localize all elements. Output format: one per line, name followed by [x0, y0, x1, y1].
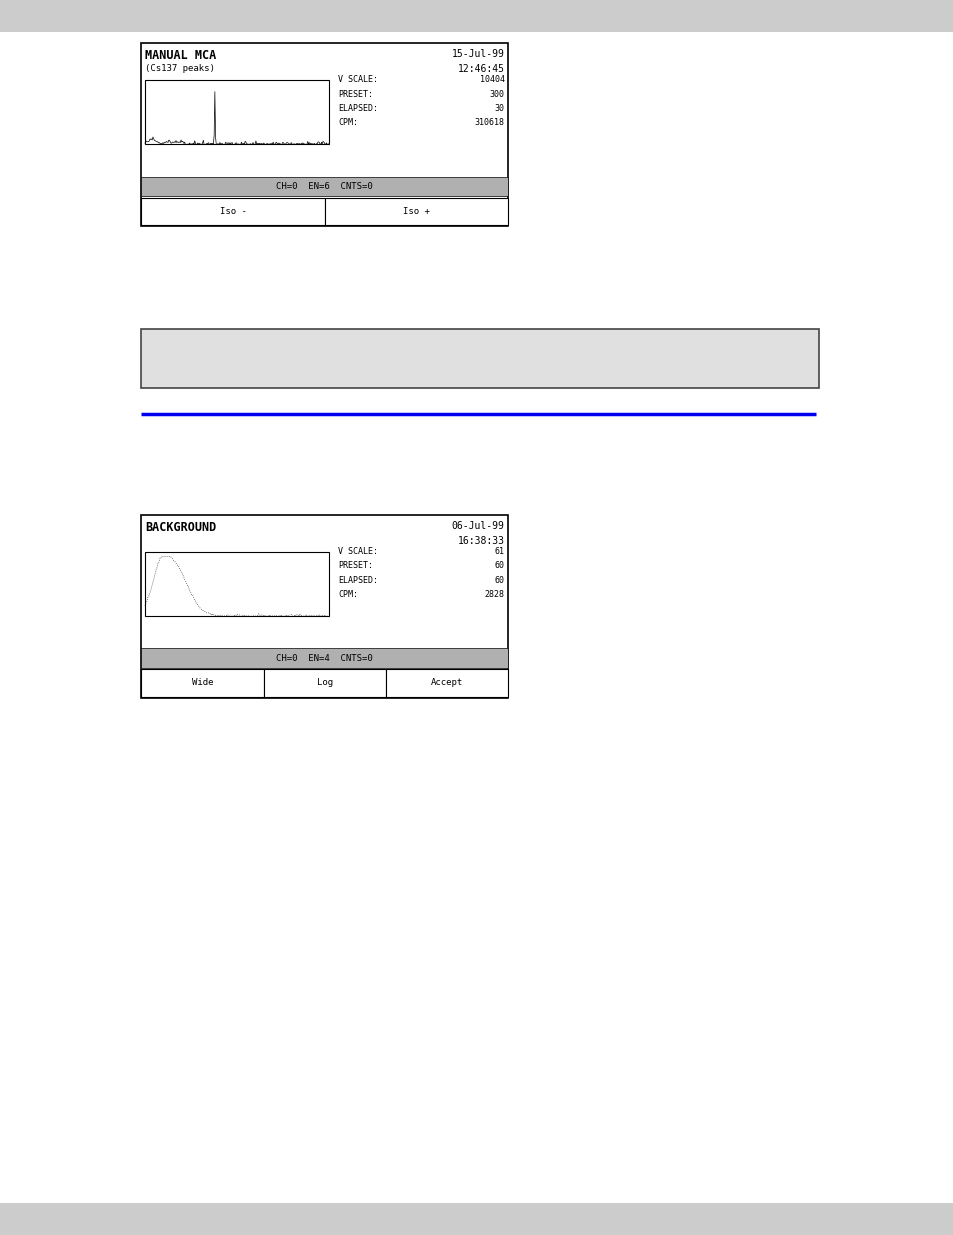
Bar	[145, 552, 328, 616]
Bar	[141, 648, 508, 668]
Bar	[141, 669, 263, 697]
Text: MANUAL MCA: MANUAL MCA	[145, 49, 216, 63]
Text: 12:46:45: 12:46:45	[457, 64, 504, 74]
Text: PRESET:: PRESET:	[337, 561, 373, 571]
Bar	[141, 329, 818, 388]
Text: 60: 60	[495, 561, 504, 571]
Text: ELAPSED:: ELAPSED:	[337, 104, 377, 112]
Text: ELAPSED:: ELAPSED:	[337, 576, 377, 584]
Bar	[141, 198, 324, 225]
Bar	[324, 198, 508, 225]
Text: 60: 60	[495, 576, 504, 584]
Text: 310618: 310618	[475, 119, 504, 127]
Text: Accept: Accept	[431, 678, 463, 688]
Bar	[141, 43, 508, 226]
Text: 300: 300	[489, 90, 504, 99]
Text: Iso -: Iso -	[219, 206, 246, 216]
Text: 10404: 10404	[479, 75, 504, 84]
Text: Iso +: Iso +	[403, 206, 430, 216]
Text: 30: 30	[495, 104, 504, 112]
Text: (Cs137 peaks): (Cs137 peaks)	[145, 64, 214, 73]
Text: 61: 61	[495, 547, 504, 556]
Text: V SCALE:: V SCALE:	[337, 75, 377, 84]
Bar	[141, 515, 508, 698]
Bar	[0, 1203, 953, 1235]
Text: Log: Log	[316, 678, 333, 688]
Bar	[145, 80, 328, 144]
Text: CPM:: CPM:	[337, 119, 357, 127]
Text: CH=0  EN=6  CNTS=0: CH=0 EN=6 CNTS=0	[276, 182, 373, 191]
Bar	[386, 669, 508, 697]
Text: 2828: 2828	[484, 590, 504, 599]
Text: CH=0  EN=4  CNTS=0: CH=0 EN=4 CNTS=0	[276, 653, 373, 663]
Bar	[0, 0, 953, 32]
Text: 06-Jul-99: 06-Jul-99	[452, 521, 504, 531]
Text: 16:38:33: 16:38:33	[457, 536, 504, 546]
Bar	[141, 177, 508, 196]
Text: V SCALE:: V SCALE:	[337, 547, 377, 556]
Text: Wide: Wide	[192, 678, 213, 688]
Text: PRESET:: PRESET:	[337, 90, 373, 99]
Text: CPM:: CPM:	[337, 590, 357, 599]
Text: BACKGROUND: BACKGROUND	[145, 521, 216, 535]
Bar	[263, 669, 386, 697]
Text: 15-Jul-99: 15-Jul-99	[452, 49, 504, 59]
